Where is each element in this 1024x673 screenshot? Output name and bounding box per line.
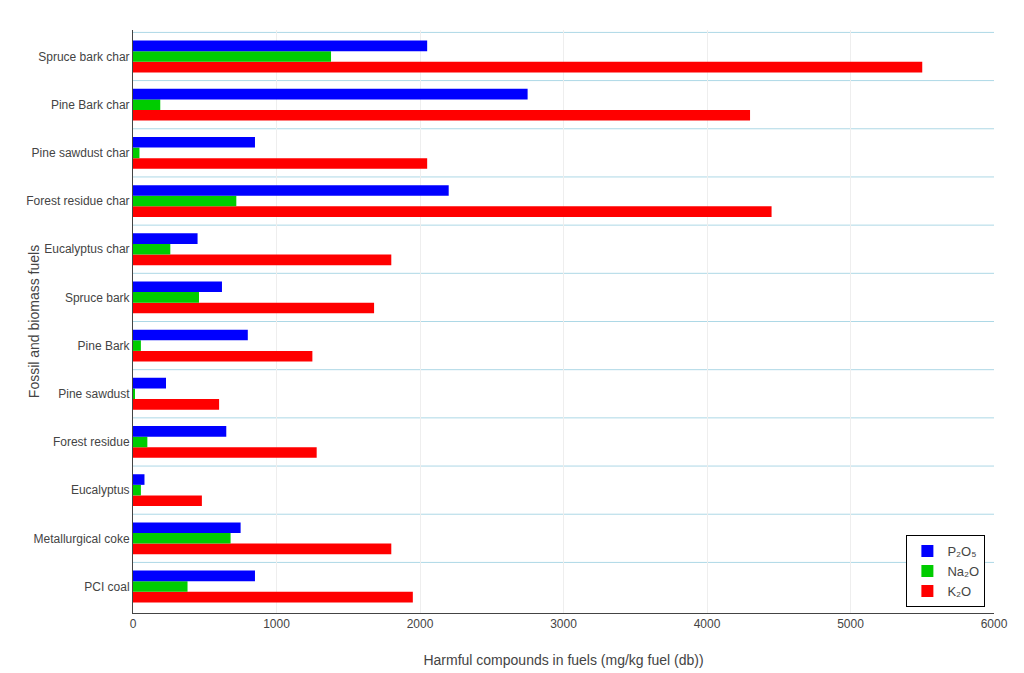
svg-text:Na₂O: Na₂O xyxy=(947,564,979,579)
svg-text:Metallurgical coke: Metallurgical coke xyxy=(34,532,130,546)
svg-text:Harmful compounds in fuels (mg: Harmful compounds in fuels (mg/kg fuel (… xyxy=(423,652,703,668)
svg-text:Pine sawdust char: Pine sawdust char xyxy=(32,146,130,160)
svg-text:Eucalyptus: Eucalyptus xyxy=(71,483,130,497)
svg-text:4000: 4000 xyxy=(694,617,721,631)
svg-text:P₂O₅: P₂O₅ xyxy=(947,544,976,559)
svg-text:Eucalyptus char: Eucalyptus char xyxy=(44,242,129,256)
svg-text:PCI coal: PCI coal xyxy=(84,580,129,594)
svg-text:3000: 3000 xyxy=(550,617,577,631)
svg-text:Pine Bark char: Pine Bark char xyxy=(51,98,130,112)
svg-text:2000: 2000 xyxy=(407,617,434,631)
svg-text:K₂O: K₂O xyxy=(947,584,971,599)
svg-text:Pine sawdust: Pine sawdust xyxy=(58,387,130,401)
svg-text:5000: 5000 xyxy=(837,617,864,631)
svg-text:Spruce bark: Spruce bark xyxy=(65,291,131,305)
svg-text:Spruce bark char: Spruce bark char xyxy=(38,50,129,64)
svg-text:Forest residue: Forest residue xyxy=(53,435,130,449)
svg-text:Pine Bark: Pine Bark xyxy=(78,339,131,353)
svg-text:6000: 6000 xyxy=(981,617,1008,631)
svg-text:0: 0 xyxy=(130,617,137,631)
svg-text:1000: 1000 xyxy=(263,617,290,631)
svg-text:Fossil and biomass fuels: Fossil and biomass fuels xyxy=(26,245,42,398)
svg-text:Forest residue char: Forest residue char xyxy=(26,194,129,208)
